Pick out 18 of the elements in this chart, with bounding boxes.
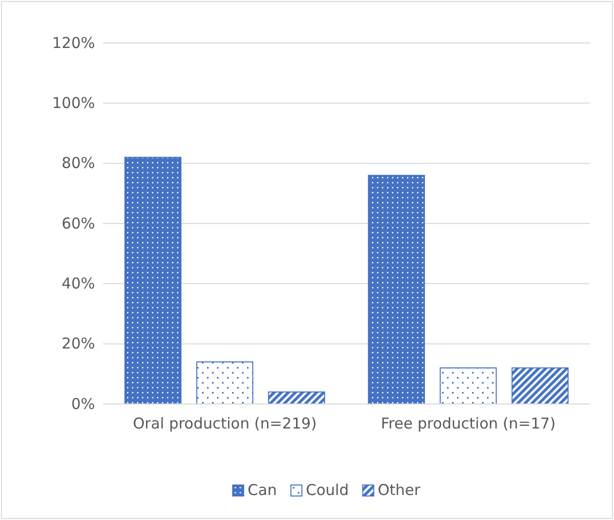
x-tick-label: Oral production (n=219) xyxy=(132,414,317,433)
y-tick-label: 80% xyxy=(62,154,95,172)
y-tick-label: 40% xyxy=(62,274,95,292)
bar xyxy=(440,367,497,404)
y-tick-label: 20% xyxy=(62,334,95,353)
legend-label: Can xyxy=(248,481,277,499)
legend-label: Other xyxy=(378,481,422,499)
x-tick-label: Free production (n=17) xyxy=(380,414,556,433)
y-tick-label: 100% xyxy=(52,94,95,112)
bar xyxy=(368,174,425,404)
bar xyxy=(124,156,182,404)
y-tick-label: 60% xyxy=(62,214,95,232)
bar xyxy=(268,391,326,404)
legend-label: Could xyxy=(306,481,349,499)
y-tick-label: 120% xyxy=(52,34,95,52)
y-tick-label: 0% xyxy=(71,394,95,413)
bar xyxy=(196,361,254,404)
bar xyxy=(512,367,569,404)
